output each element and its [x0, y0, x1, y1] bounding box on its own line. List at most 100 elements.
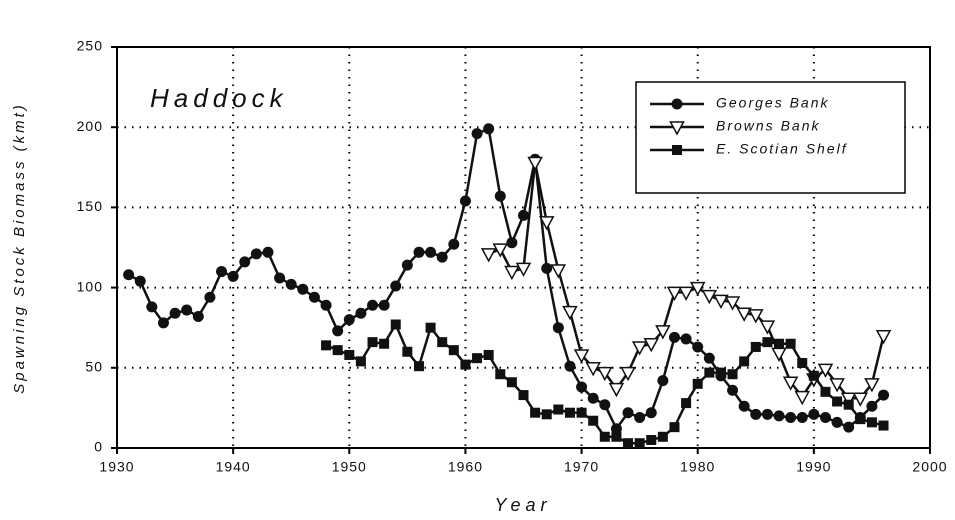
point — [321, 340, 332, 351]
point — [355, 307, 367, 319]
point — [495, 369, 506, 380]
point — [573, 349, 590, 364]
point — [875, 329, 892, 345]
point — [646, 434, 657, 445]
point — [562, 305, 578, 321]
point — [204, 291, 216, 303]
point — [678, 286, 694, 301]
series-line — [325, 321, 884, 445]
point — [285, 278, 297, 290]
point — [657, 431, 668, 442]
point — [634, 412, 646, 424]
x-tick-label: 1980 — [680, 459, 715, 475]
point — [620, 366, 636, 382]
point — [239, 256, 251, 268]
point — [585, 362, 601, 377]
point — [668, 331, 680, 343]
point — [852, 392, 869, 407]
point — [564, 360, 576, 372]
point — [538, 216, 555, 231]
point — [320, 299, 332, 311]
point — [739, 356, 750, 367]
legend-label: Browns Bank — [716, 118, 820, 134]
y-tick-label: 250 — [77, 38, 103, 54]
point — [527, 156, 543, 172]
point — [796, 412, 808, 424]
point — [367, 337, 378, 348]
point — [157, 317, 169, 329]
point — [378, 299, 390, 311]
point — [460, 359, 471, 370]
point — [750, 408, 762, 420]
point — [494, 190, 506, 202]
point — [480, 248, 497, 263]
point — [597, 366, 613, 382]
plot-frame — [116, 46, 931, 449]
legend-label: E. Scotian Shelf — [716, 141, 848, 157]
point — [402, 346, 413, 357]
x-tick-label: 1950 — [332, 459, 367, 475]
point — [588, 415, 599, 426]
point — [843, 399, 854, 410]
point — [773, 410, 785, 422]
point — [552, 322, 564, 334]
point — [817, 363, 834, 378]
point — [181, 304, 193, 316]
point — [785, 412, 797, 424]
point — [610, 423, 622, 435]
point — [689, 281, 706, 297]
point — [518, 390, 529, 401]
point — [541, 262, 553, 274]
point — [471, 128, 483, 140]
point — [704, 367, 715, 378]
x-tick-label: 1960 — [448, 459, 483, 475]
point — [123, 269, 135, 281]
point — [169, 307, 181, 319]
point — [797, 357, 808, 368]
point — [840, 392, 857, 407]
point — [599, 431, 610, 442]
point — [192, 310, 204, 322]
point — [262, 246, 274, 258]
point — [308, 291, 320, 303]
point — [738, 400, 750, 412]
point — [785, 338, 796, 349]
x-axis-label: Year — [494, 495, 551, 515]
point — [855, 414, 866, 425]
point — [762, 337, 773, 348]
y-tick-label: 0 — [94, 439, 103, 455]
point — [631, 341, 648, 356]
point — [692, 378, 703, 389]
y-axis-label: Spawning Stock Biomass (kmt) — [11, 102, 28, 394]
point — [506, 377, 517, 388]
point — [771, 347, 787, 362]
point — [829, 378, 845, 393]
point — [250, 248, 262, 260]
point — [553, 404, 564, 415]
chart-title: Haddock — [150, 83, 288, 113]
point — [297, 283, 309, 295]
point — [576, 381, 588, 393]
point — [831, 416, 843, 428]
y-tick-label: 150 — [77, 198, 103, 214]
point — [355, 356, 366, 367]
point — [759, 320, 776, 335]
point — [832, 396, 843, 407]
point — [681, 398, 692, 409]
point — [761, 408, 773, 420]
x-tick-label: 1970 — [564, 459, 599, 475]
point — [782, 376, 799, 391]
x-tick-label: 2000 — [912, 459, 947, 475]
point — [666, 286, 683, 301]
x-tick-label: 1990 — [796, 459, 831, 475]
point — [541, 409, 552, 420]
point — [878, 389, 890, 401]
point — [564, 407, 575, 418]
point — [878, 420, 889, 431]
point — [343, 314, 355, 326]
point — [808, 408, 820, 420]
point — [611, 431, 622, 442]
point — [492, 243, 509, 258]
point — [134, 275, 146, 287]
point — [643, 337, 660, 353]
